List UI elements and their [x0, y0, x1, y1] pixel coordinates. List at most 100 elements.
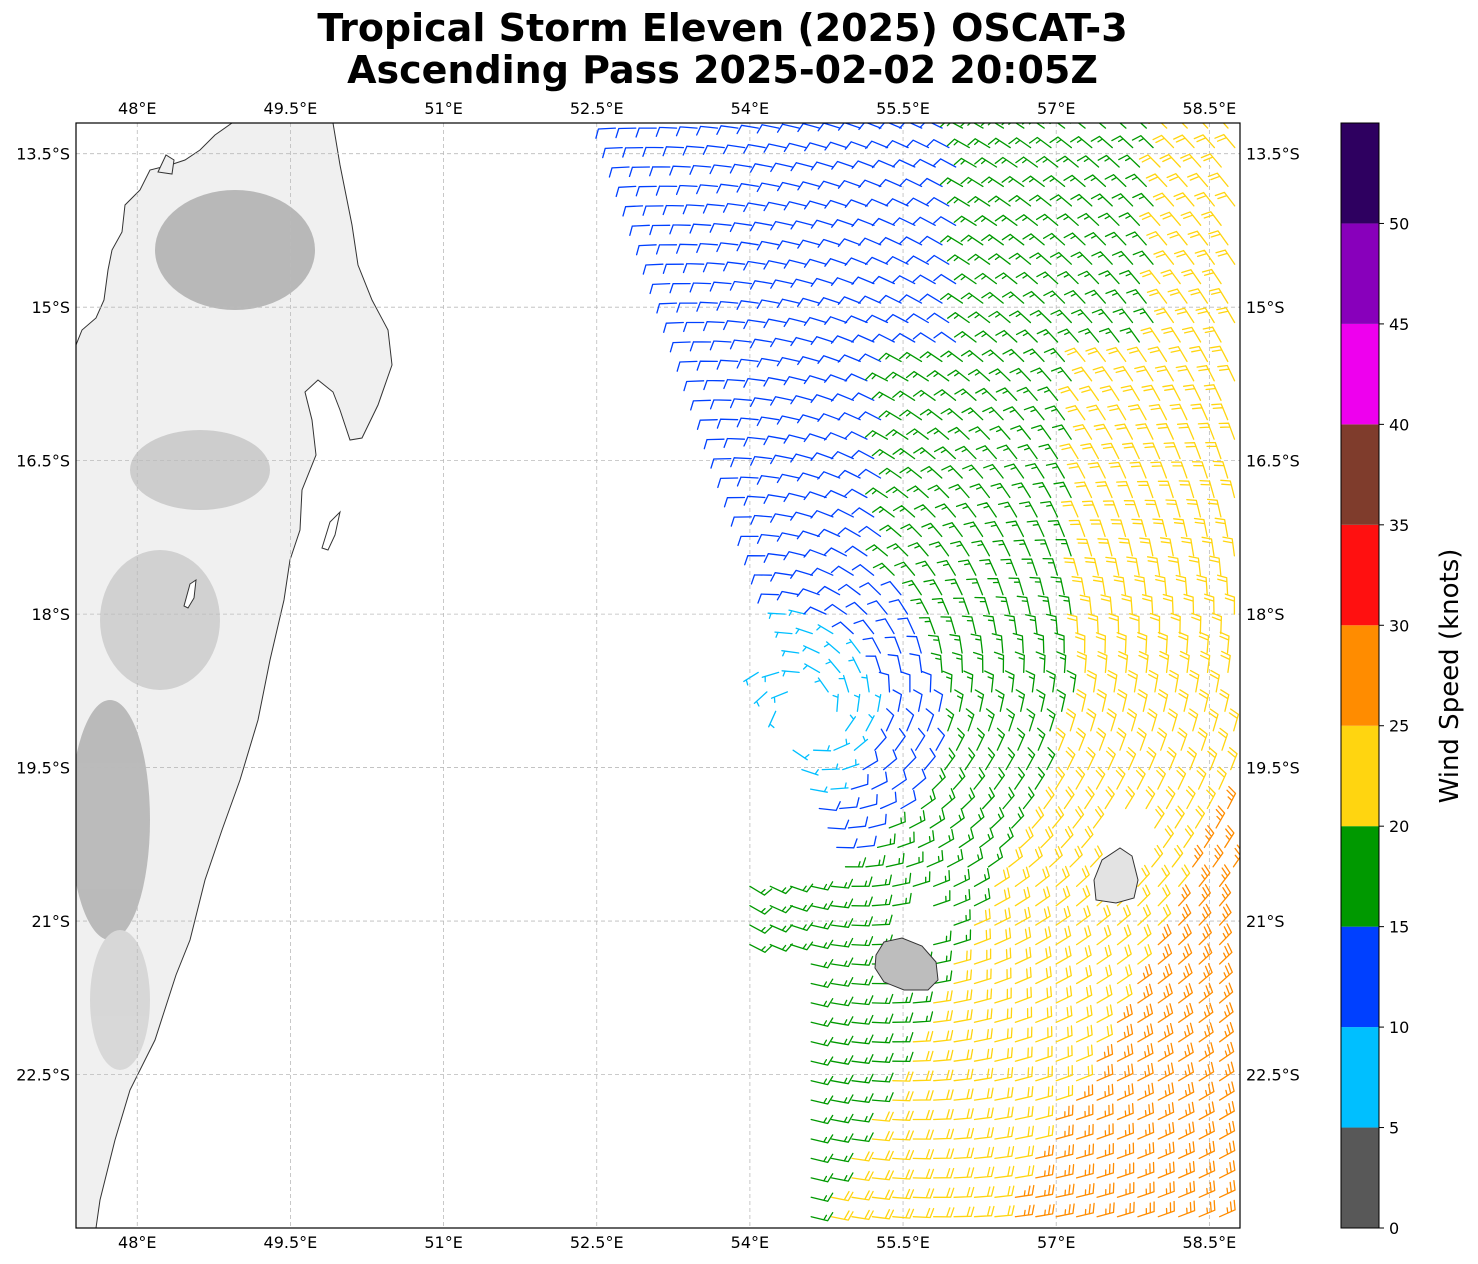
wind-barb [723, 437, 746, 449]
wind-barb [1044, 405, 1066, 421]
wind-barb [953, 331, 977, 343]
wind-barb [1209, 555, 1222, 576]
wind-barb [844, 257, 868, 266]
wind-barb [770, 337, 793, 348]
wind-barb [973, 1127, 994, 1140]
wind-barb [1093, 423, 1113, 440]
wind-barb [1224, 593, 1236, 615]
wind-barb [1139, 537, 1154, 557]
wind-barb [946, 138, 970, 149]
wind-barb [810, 1095, 834, 1105]
wind-barb [1071, 576, 1086, 596]
wind-barb [850, 774, 869, 790]
wind-barb [992, 539, 1011, 557]
wind-barb [1218, 1081, 1235, 1101]
wind-barb [903, 748, 917, 771]
wind-barb [960, 292, 984, 304]
wind-barb [953, 1108, 974, 1121]
wind-barb [810, 1192, 834, 1202]
wind-barb [1177, 727, 1188, 751]
wind-barb [749, 280, 773, 290]
wind-barb [1198, 1200, 1216, 1218]
wind-barb [831, 219, 855, 228]
wind-barb [1038, 443, 1059, 460]
wind-barb [1075, 945, 1092, 965]
wind-barb [776, 532, 800, 542]
wind-barb [872, 506, 895, 518]
wind-barb [1055, 925, 1072, 946]
wind-barb [966, 578, 984, 596]
wind-barb [682, 262, 705, 274]
wind-barb [892, 1091, 914, 1102]
wind-barb [702, 145, 725, 155]
wind-barb [1049, 845, 1063, 868]
wind-barb [1209, 669, 1220, 693]
wind-barb [1140, 327, 1161, 343]
wind-barb [899, 351, 923, 363]
wind-barb [913, 689, 923, 712]
wind-barb [649, 166, 671, 177]
wind-barb [1199, 650, 1211, 674]
wind-barb [833, 738, 851, 751]
wind-barb [879, 791, 897, 810]
wind-barb [763, 143, 787, 153]
wind-barb [757, 593, 779, 604]
title-line-2: Ascending Pass 2025-02-02 20:05Z [347, 48, 1098, 92]
wind-barb [1070, 193, 1093, 207]
wind-barb [1178, 1042, 1194, 1062]
wind-barb [804, 142, 828, 152]
wind-barb [795, 627, 813, 635]
wind-barb [1198, 864, 1211, 887]
wind-barb [1034, 766, 1046, 790]
wind-barb [1116, 1023, 1134, 1043]
wind-barb [770, 572, 793, 582]
wind-barb [1035, 1025, 1053, 1043]
wind-barb [1151, 844, 1164, 868]
wind-barb [790, 902, 814, 912]
colorbar-tick-label: 45 [1389, 315, 1409, 334]
colorbar-bin [1341, 223, 1379, 324]
wind-barb [1013, 539, 1031, 557]
wind-barb [1186, 747, 1197, 771]
lon-tick-label-top: 48°E [118, 99, 156, 118]
wind-barb [1075, 1202, 1095, 1218]
wind-barb [1108, 461, 1127, 479]
wind-barb [1146, 288, 1168, 304]
wind-barb [995, 329, 1018, 343]
island-nosy-be [157, 154, 175, 175]
wind-barb [851, 1190, 874, 1201]
wind-barb [891, 769, 907, 790]
wind-barb [968, 426, 991, 440]
wind-barb [1035, 213, 1059, 226]
wind-barb [935, 727, 946, 751]
wind-barb [973, 1186, 995, 1198]
wind-barb [744, 555, 766, 566]
wind-barb [1065, 708, 1077, 732]
wind-barb [1055, 1203, 1075, 1218]
wind-barb [967, 368, 991, 382]
wind-barb [1203, 384, 1222, 401]
lon-tick-label-top: 55.5°E [876, 99, 930, 118]
wind-barb [1096, 1063, 1114, 1082]
wind-barb [912, 1050, 934, 1062]
wind-barb [749, 905, 773, 915]
wind-barb [825, 658, 841, 674]
wind-barb [1161, 326, 1181, 343]
wind-barb [1014, 651, 1025, 674]
wind-barb [801, 768, 819, 776]
wind-barb [851, 876, 873, 887]
colorbar-bin [1341, 725, 1379, 827]
wind-barb [1178, 631, 1189, 654]
wind-barb [689, 282, 712, 293]
wind-barb [689, 164, 712, 175]
wind-barb [1075, 1104, 1094, 1121]
wind-barb [947, 426, 970, 440]
wind-barb [1137, 1181, 1155, 1198]
wind-barb [874, 728, 887, 751]
wind-barb [920, 788, 936, 810]
wind-barb [1096, 1162, 1115, 1179]
wind-barb [1117, 650, 1129, 674]
wind-barb [669, 341, 691, 353]
wind-barb [821, 763, 840, 771]
wind-barb [885, 256, 909, 265]
